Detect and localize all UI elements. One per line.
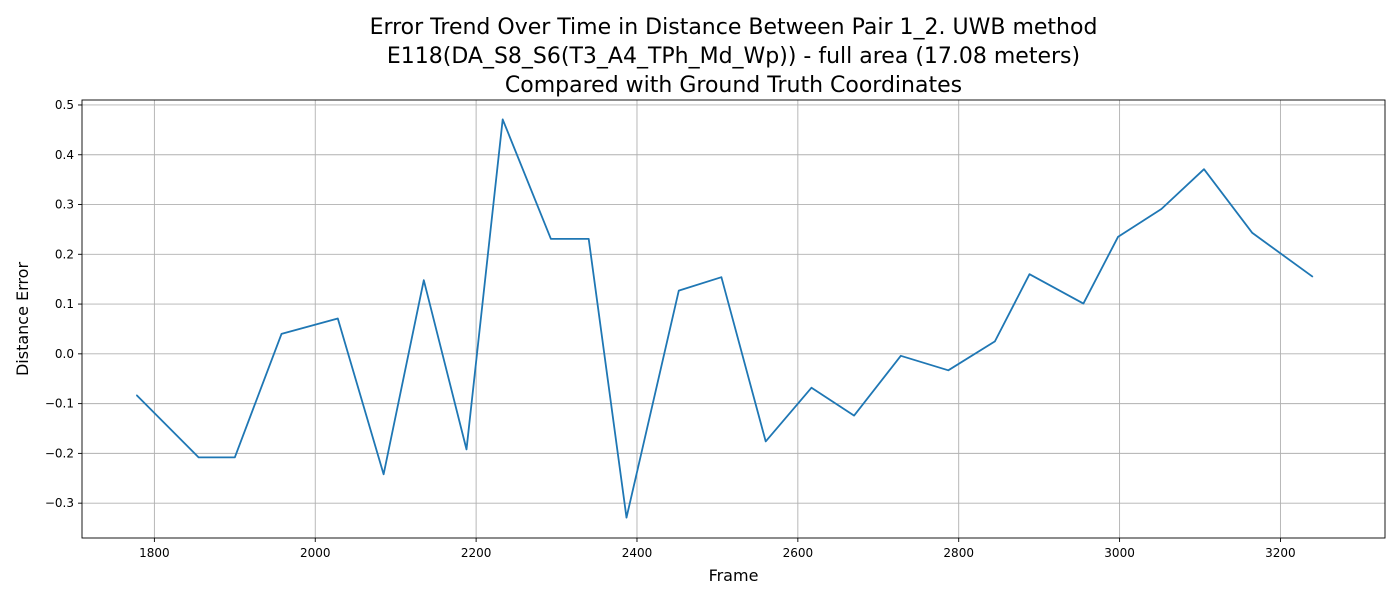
y-tick-label: 0.0 — [55, 347, 74, 361]
x-tick-label: 2400 — [622, 546, 653, 560]
data-point — [678, 290, 680, 292]
data-point — [1028, 273, 1031, 275]
y-tick-label: −0.1 — [45, 397, 74, 411]
data-point — [900, 355, 902, 357]
series-line — [136, 118, 1314, 519]
x-tick-label: 2600 — [783, 546, 814, 560]
chart-title: Error Trend Over Time in Distance Betwee… — [370, 15, 1098, 98]
data-point — [465, 448, 468, 451]
plot-frame — [81, 99, 1386, 539]
data-point — [1082, 302, 1084, 305]
x-tick-label: 2200 — [461, 546, 492, 560]
data-point — [502, 118, 504, 121]
data-point — [1312, 276, 1314, 278]
data-point — [280, 333, 283, 335]
data-point — [625, 516, 628, 519]
x-axis-label: Frame — [709, 566, 759, 585]
y-tick-label: 0.3 — [55, 198, 74, 212]
grid — [82, 100, 1385, 538]
data-point — [947, 369, 949, 371]
x-tick-label: 2800 — [943, 546, 974, 560]
data-point — [994, 340, 996, 342]
y-tick-label: −0.2 — [45, 446, 74, 460]
data-point — [810, 387, 813, 389]
x-tick-label: 3000 — [1104, 546, 1135, 560]
y-tick-label: 0.1 — [55, 297, 74, 311]
data-point — [765, 440, 767, 443]
data-point — [1160, 208, 1162, 210]
y-tick-label: −0.3 — [45, 496, 74, 510]
x-tick-label: 2000 — [300, 546, 331, 560]
data-point — [136, 394, 138, 396]
x-axis-ticks: 1800 2000 2200 2400 2600 2800 3000 3200 — [139, 538, 1296, 560]
chart-title-line-3: Compared with Ground Truth Coordinates — [505, 73, 962, 98]
chart-title-line-2: E118(DA_S8_S6(T3_A4_TPh_Md_Wp)) - full a… — [387, 44, 1080, 69]
x-tick-label: 3200 — [1265, 546, 1296, 560]
y-tick-label: 0.5 — [55, 98, 74, 112]
data-point — [853, 414, 855, 417]
series-group — [136, 118, 1314, 519]
x-tick-label: 1800 — [139, 546, 170, 560]
data-point — [550, 238, 552, 240]
data-point — [1251, 232, 1253, 234]
data-point — [383, 473, 385, 475]
data-point — [588, 238, 590, 240]
data-point — [198, 456, 200, 458]
data-point — [423, 279, 425, 281]
data-point — [234, 456, 236, 458]
data-point — [337, 317, 339, 320]
chart-title-line-1: Error Trend Over Time in Distance Betwee… — [370, 15, 1098, 40]
y-axis-ticks: −0.3 −0.2 −0.1 0.0 0.1 0.2 0.3 0.4 0.5 — [45, 98, 82, 510]
y-tick-label: 0.4 — [55, 148, 74, 162]
data-point — [720, 276, 723, 278]
data-point — [1117, 236, 1119, 238]
data-point — [1203, 168, 1205, 170]
y-axis-label: Distance Error — [13, 262, 32, 376]
y-tick-label: 0.2 — [55, 247, 74, 261]
